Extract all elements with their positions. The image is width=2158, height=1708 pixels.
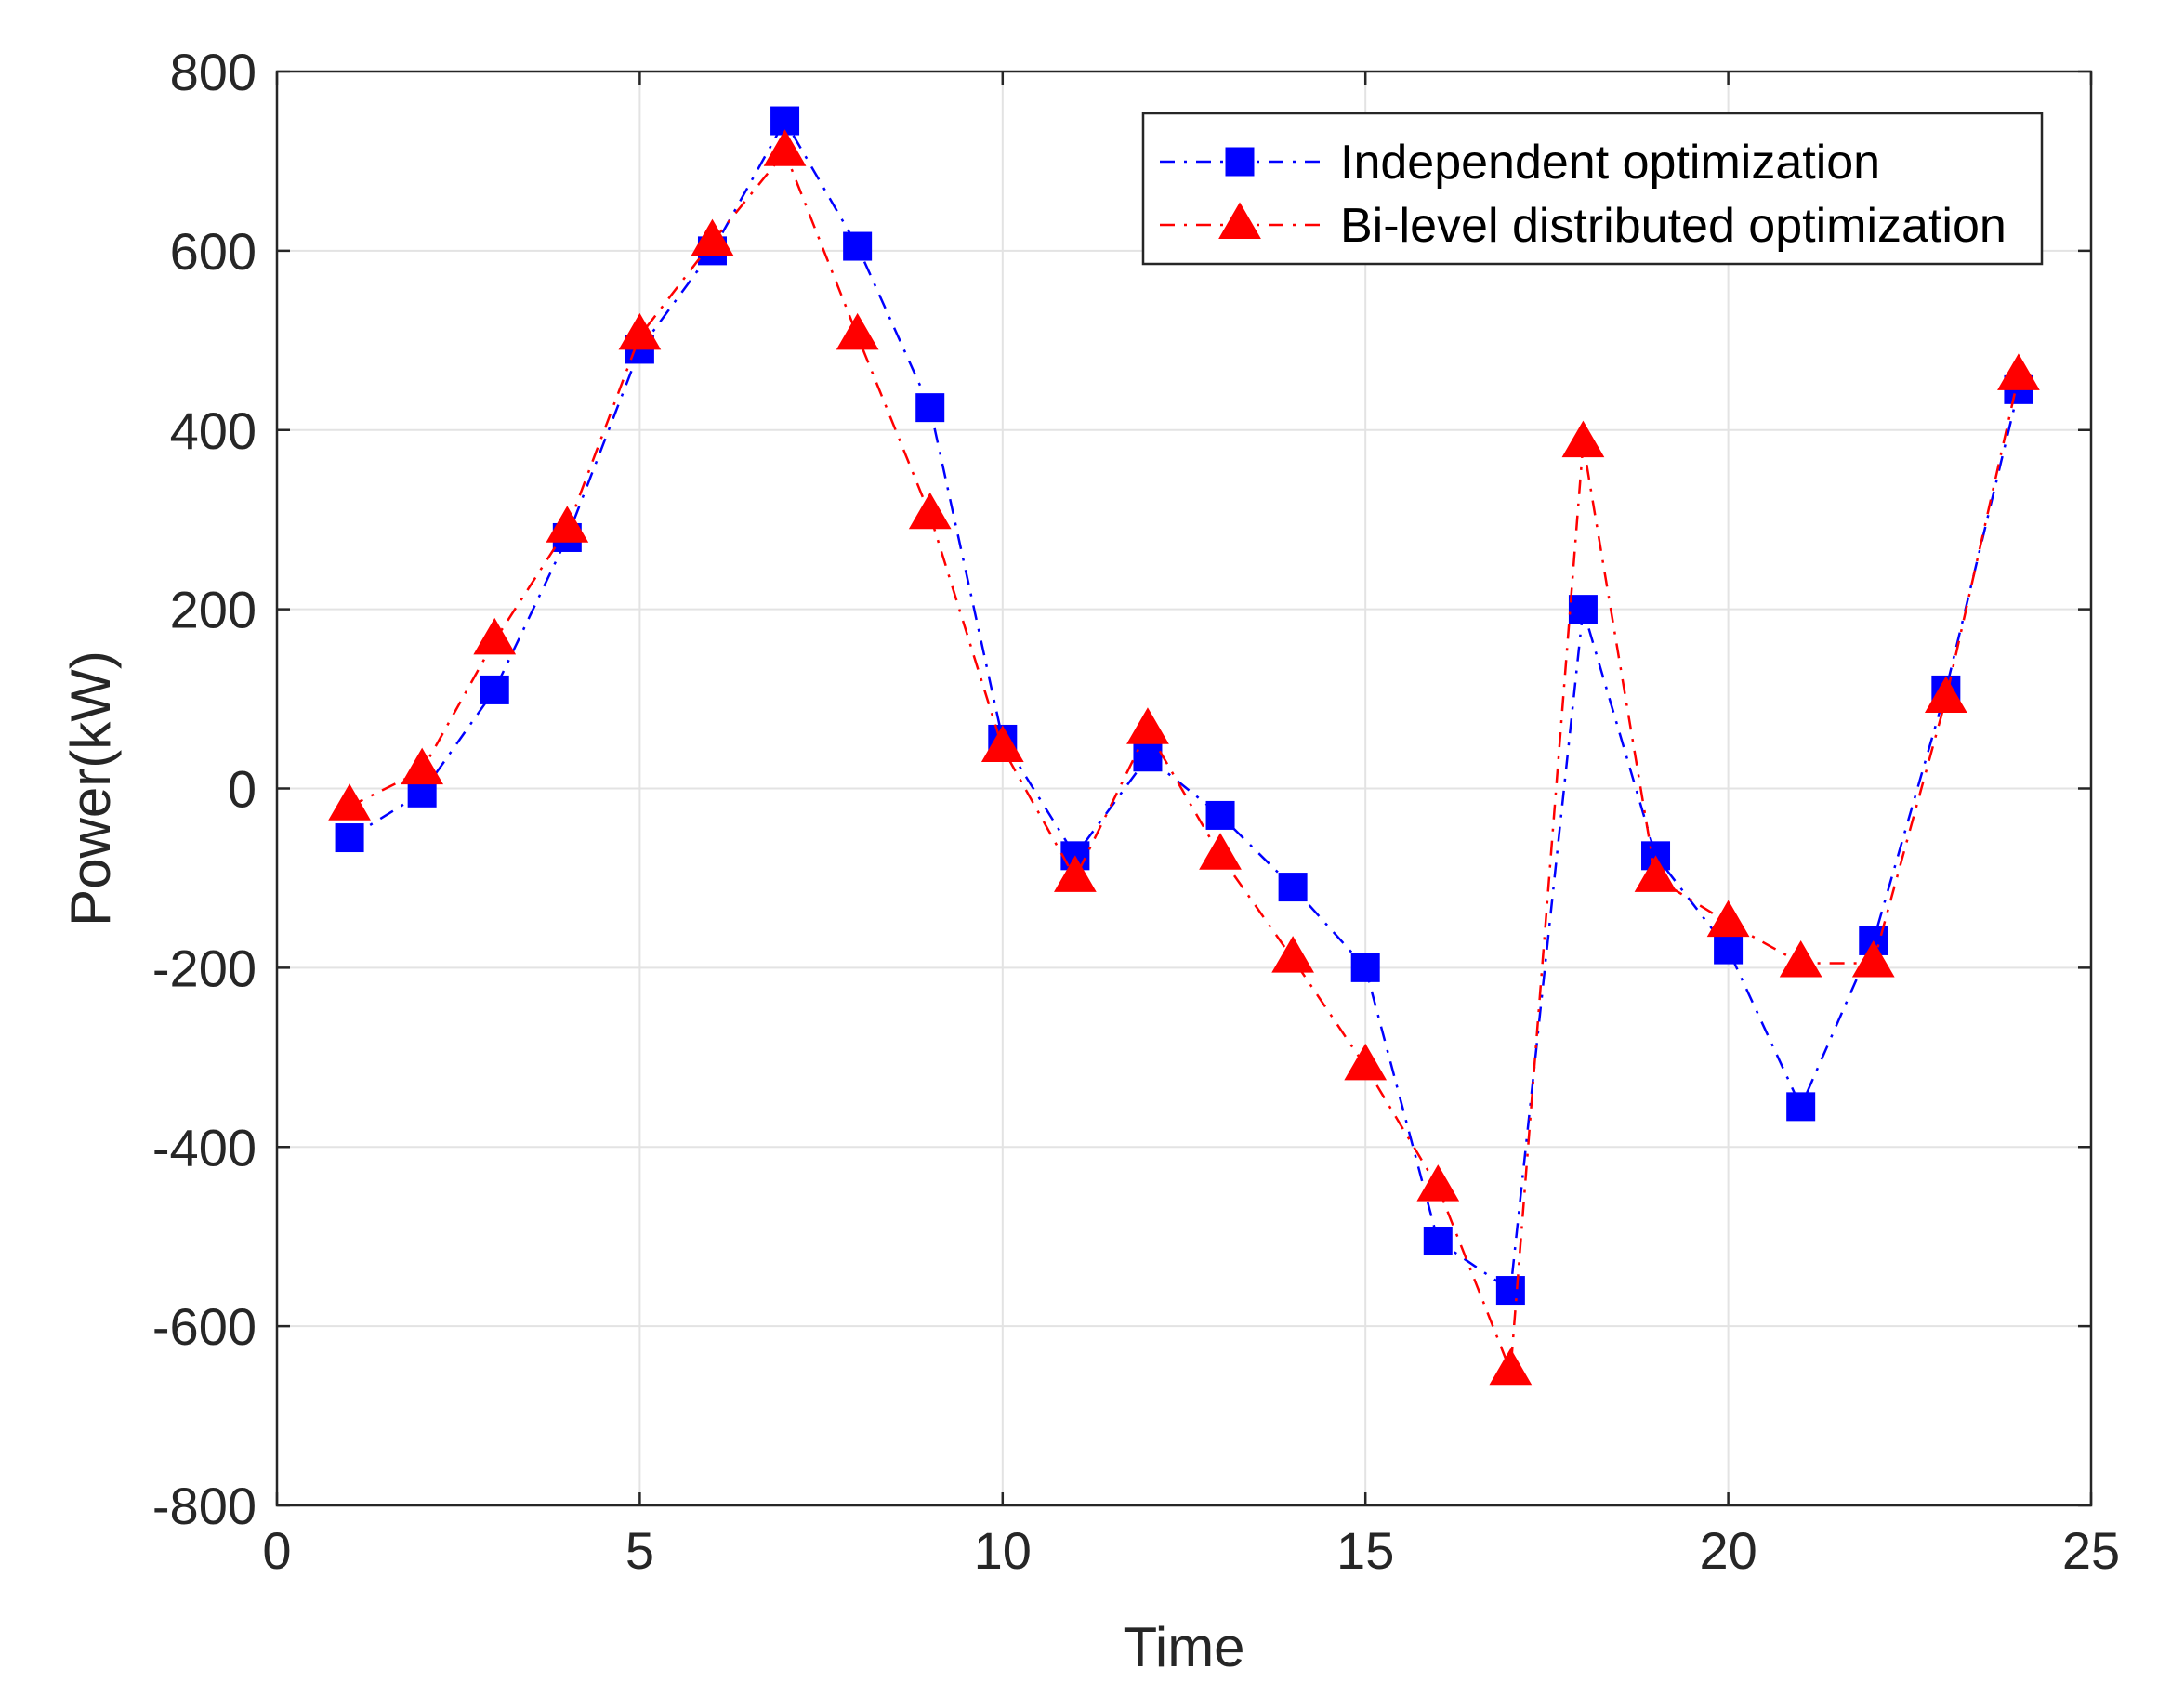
- data-point: [1997, 353, 2040, 390]
- data-point: [335, 823, 364, 853]
- x-tick-label: 15: [1336, 1521, 1394, 1580]
- data-point: [1350, 953, 1380, 982]
- legend: Independent optimization Bi-level distrib…: [1141, 112, 2044, 266]
- y-tick-label: -200: [152, 939, 257, 997]
- y-tick-label: -600: [152, 1297, 257, 1356]
- y-axis-label: Power(kW): [59, 650, 122, 926]
- data-point: [1779, 939, 1822, 978]
- data-point: [1205, 800, 1235, 830]
- legend-box: [1141, 112, 2044, 266]
- data-point: [1126, 707, 1169, 744]
- legend-marker: [1218, 202, 1261, 239]
- data-point: [1786, 1092, 1816, 1122]
- data-point: [480, 675, 509, 704]
- data-point: [1278, 873, 1308, 902]
- x-tick-label: 5: [625, 1521, 654, 1580]
- data-point: [1706, 900, 1750, 938]
- data-point: [1634, 855, 1678, 892]
- x-tick-label: 0: [262, 1521, 291, 1580]
- data-point: [980, 725, 1024, 763]
- x-tick-label: 10: [974, 1521, 1032, 1580]
- data-point: [473, 617, 517, 655]
- x-tick-label: 20: [1699, 1521, 1757, 1580]
- data-point: [908, 492, 952, 530]
- legend-label: Bi-level distributed optimization: [1340, 199, 2007, 253]
- y-tick-label: 800: [170, 43, 257, 101]
- y-tick-label: 600: [170, 222, 257, 281]
- legend-marker: [1225, 147, 1255, 177]
- y-tick-label: 200: [170, 581, 257, 639]
- axes: 0 5 10 15 20 25 -800 -600 -400 -200 0 200 400 600 800: [152, 43, 2120, 1580]
- data-point: [915, 393, 945, 423]
- legend-entry: Independent optimization: [1160, 136, 1880, 190]
- data-point: [1199, 833, 1242, 870]
- y-tick-label: 400: [170, 401, 257, 460]
- data-point: [401, 747, 444, 785]
- data-point: [1489, 1347, 1533, 1386]
- data-point: [1924, 676, 1967, 714]
- x-tick-label: 25: [2062, 1521, 2120, 1580]
- data-point: [1568, 595, 1598, 624]
- data-point: [1054, 855, 1097, 892]
- data-point: [1495, 1276, 1525, 1306]
- x-axis-label: Time: [1123, 1616, 1244, 1678]
- data-point: [1714, 935, 1744, 965]
- data-point: [836, 312, 879, 350]
- series-line: [349, 118, 2020, 1293]
- series-layer: [328, 106, 2040, 1386]
- y-tick-label: -800: [152, 1477, 257, 1535]
- data-point: [1561, 420, 1605, 458]
- data-point: [1423, 1227, 1453, 1256]
- data-point: [1851, 939, 1895, 978]
- series-bi-level-distributed-optimization: [328, 129, 2040, 1386]
- data-point: [691, 218, 734, 256]
- y-tick-label: -400: [152, 1118, 257, 1176]
- data-point: [843, 231, 873, 261]
- data-point: [546, 506, 589, 543]
- data-point: [1416, 1164, 1460, 1202]
- data-point: [1133, 742, 1163, 772]
- legend-label: Independent optimization: [1340, 136, 1880, 190]
- data-point: [328, 783, 371, 821]
- data-point: [618, 312, 662, 350]
- data-point: [1344, 1043, 1388, 1081]
- legend-entry: Bi-level distributed optimization: [1160, 199, 2007, 253]
- data-point: [1271, 936, 1314, 973]
- data-point: [763, 129, 807, 166]
- y-tick-label: 0: [228, 760, 257, 819]
